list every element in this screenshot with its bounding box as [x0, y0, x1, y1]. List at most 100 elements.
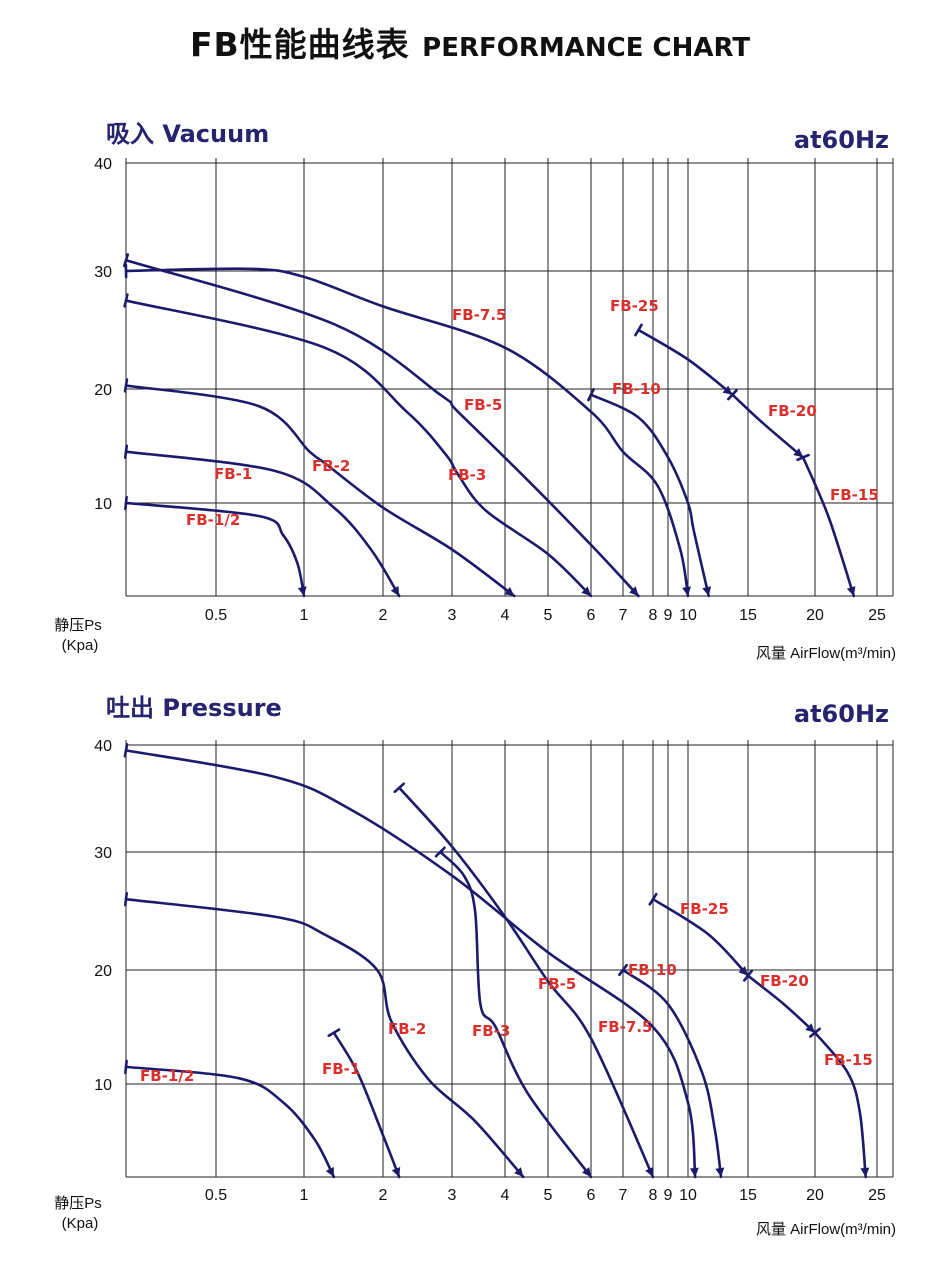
series-end-arrow — [582, 1167, 591, 1177]
series-label-fb-10: FB-10 — [612, 380, 661, 398]
series-label-fb-1: FB-1 — [322, 1060, 360, 1078]
series-end-arrow — [689, 1167, 699, 1177]
x-tick-label: 0.5 — [205, 607, 227, 624]
series-label-fb-20: FB-20 — [760, 972, 809, 990]
series-line-fb-15 — [813, 1031, 867, 1179]
page-title: FB性能曲线表 PERFORMANCE CHART — [0, 18, 940, 66]
series-end-arrow — [297, 586, 307, 596]
x-tick-label: 2 — [379, 607, 388, 624]
series-line-fb-10 — [589, 393, 710, 598]
series-end-arrow — [504, 587, 515, 596]
series-end-arrow — [738, 966, 748, 976]
series-line-fb-2 — [124, 384, 516, 598]
series-label-fb-25: FB-25 — [680, 900, 729, 918]
series-line-fb-7-5 — [124, 267, 690, 598]
series-end-arrow — [715, 1167, 725, 1177]
series-start-tick — [123, 444, 129, 459]
x-tick-label: 3 — [448, 1187, 457, 1204]
series-end-arrow — [860, 1167, 870, 1177]
x-tick-label: 25 — [868, 1187, 886, 1204]
series-end-arrow — [682, 586, 691, 596]
series-label-fb-1-2: FB-1/2 — [140, 1067, 194, 1085]
chart-panel-2: 吐出 Pressure at60Hz 10 20 30 40 0.5 1 2 3 4 5 6 7 8 9 10 1… — [54, 694, 896, 1238]
x-tick-label: 20 — [806, 1187, 824, 1204]
x-tick-label: 7 — [619, 1187, 628, 1204]
series-start-tick — [124, 495, 128, 511]
series-line-fb-3 — [439, 850, 593, 1179]
series-start-tick — [122, 253, 130, 268]
series-line-fb-1-2 — [124, 501, 306, 598]
y-axis-unit: (Kpa) — [62, 637, 99, 654]
x-tick-label: 2 — [379, 1187, 388, 1204]
series-label-fb-3: FB-3 — [448, 466, 486, 484]
y-axis-label: 静压Ps — [54, 1195, 102, 1212]
series-label-fb-10: FB-10 — [628, 961, 677, 979]
x-tick-label: 20 — [806, 607, 824, 624]
series-end-arrow — [645, 1166, 654, 1177]
chart-panel-1: 吸入 Vacuum at60Hz 10 20 30 40 0.5 1 2 3 4 5 6 7 8 9 10 15 2… — [54, 120, 896, 662]
series-label-fb-1: FB-1 — [214, 465, 252, 483]
series-end-arrow — [722, 385, 733, 395]
x-tick-label: 7 — [619, 607, 628, 624]
series-end-arrow — [325, 1166, 334, 1177]
series-start-tick — [123, 743, 129, 758]
series-line-fb-1 — [332, 1031, 401, 1179]
y-tick-label: 40 — [94, 156, 112, 173]
series-end-arrow — [793, 448, 804, 458]
x-tick-label: 5 — [544, 607, 553, 624]
x-axis-label: 风量 AirFlow(m³/min) — [756, 1221, 896, 1238]
x-tick-label: 10 — [679, 1187, 697, 1204]
series-start-tick — [123, 293, 129, 308]
chart-title: 吐出 Pressure — [106, 694, 282, 722]
series-line-fb-3 — [124, 299, 593, 598]
series-end-arrow — [805, 1023, 815, 1033]
series-end-arrow — [629, 586, 639, 596]
title-en: PERFORMANCE CHART — [422, 33, 751, 63]
x-tick-label: 10 — [679, 607, 697, 624]
y-axis-label: 静压Ps — [54, 617, 102, 634]
series-start-tick — [393, 782, 405, 794]
series-label-fb-2: FB-2 — [388, 1020, 426, 1038]
series-end-arrow — [514, 1167, 524, 1177]
series-line-fb-5 — [397, 786, 655, 1179]
series-label-fb-5: FB-5 — [464, 396, 502, 414]
series-end-arrow — [846, 586, 856, 596]
series-start-tick — [587, 387, 595, 402]
title-cn: FB性能曲线表 — [189, 25, 410, 64]
series-label-fb-5: FB-5 — [538, 975, 576, 993]
series-start-tick — [618, 963, 628, 977]
chart-subtitle: at60Hz — [794, 126, 889, 154]
series-start-tick — [634, 323, 643, 337]
series-start-tick — [123, 891, 129, 907]
series-start-tick — [123, 378, 129, 393]
series-end-arrow — [581, 586, 591, 596]
x-axis-label: 风量 AirFlow(m³/min) — [756, 645, 896, 662]
x-tick-label: 6 — [587, 607, 596, 624]
x-tick-label: 5 — [544, 1187, 553, 1204]
series-line-fb-20 — [731, 393, 805, 459]
series-label-fb-15: FB-15 — [824, 1051, 873, 1069]
series-label-fb-3: FB-3 — [472, 1022, 510, 1040]
x-tick-label: 6 — [587, 1187, 596, 1204]
series-label-fb-20: FB-20 — [768, 402, 817, 420]
series-label-fb-7-5: FB-7.5 — [452, 306, 506, 324]
series-start-tick — [327, 1028, 341, 1038]
series-line-fb-1-2 — [124, 1065, 336, 1179]
x-tick-label: 15 — [739, 1187, 757, 1204]
series-line-fb-1 — [124, 450, 401, 598]
y-tick-label: 30 — [94, 845, 112, 862]
series-end-arrow — [391, 1167, 401, 1177]
x-tick-label: 0.5 — [205, 1187, 227, 1204]
series-label-fb-7-5: FB-7.5 — [598, 1018, 652, 1036]
x-tick-label: 8 — [649, 607, 658, 624]
x-tick-label: 3 — [448, 607, 457, 624]
x-tick-label: 4 — [501, 607, 510, 624]
y-tick-label: 10 — [94, 496, 112, 513]
y-tick-label: 40 — [94, 738, 112, 755]
series-label-fb-2: FB-2 — [312, 457, 350, 475]
series-line-fb-5 — [124, 258, 640, 598]
y-tick-label: 30 — [94, 264, 112, 281]
series-line-fb-25 — [651, 897, 750, 977]
series-line-fb-10 — [621, 968, 723, 1179]
